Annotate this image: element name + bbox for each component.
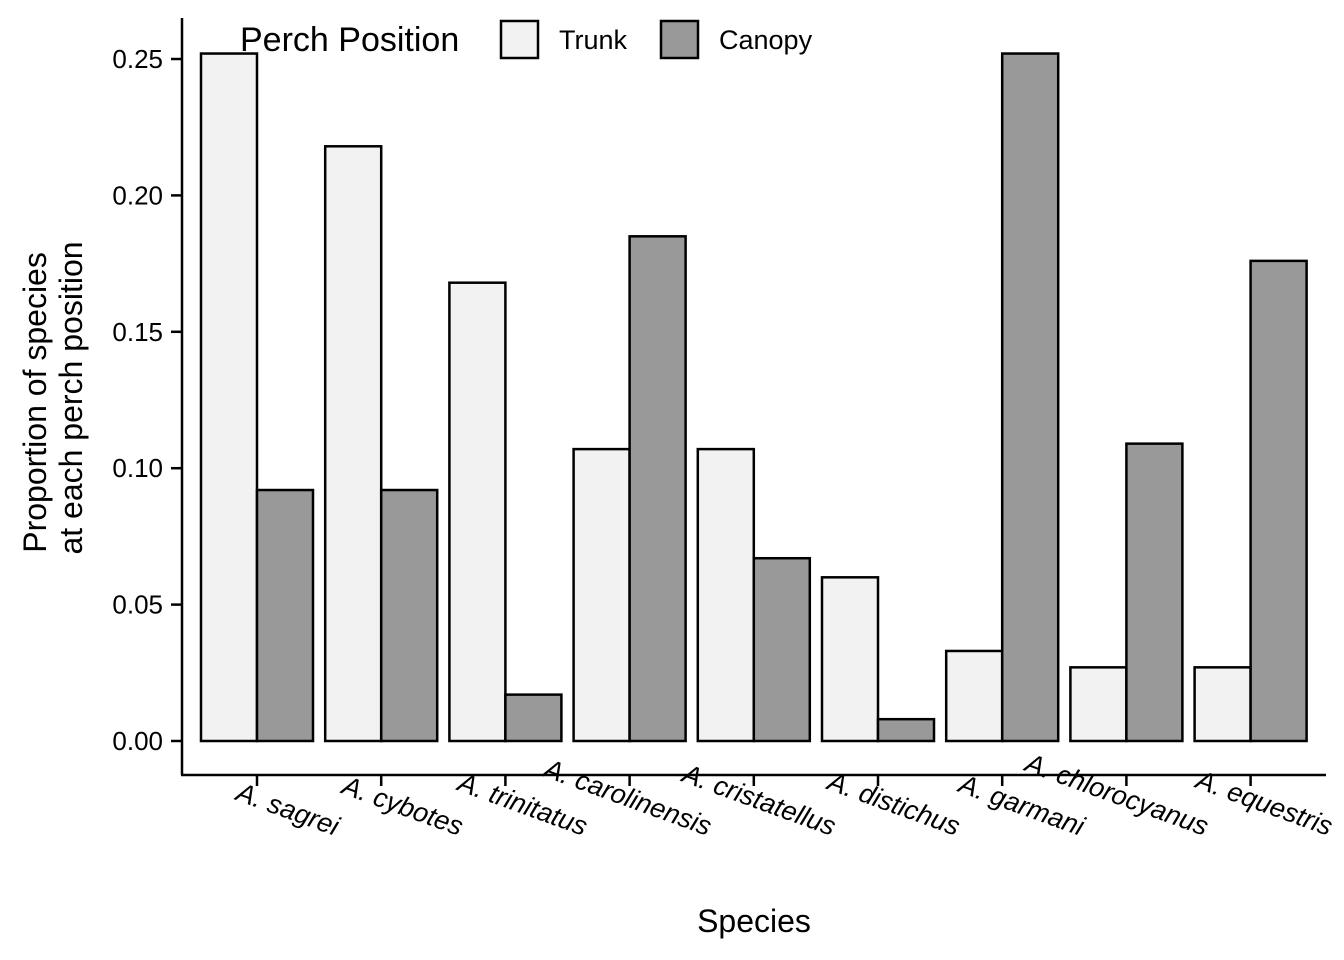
y-tick-label: 0.20	[112, 180, 163, 210]
bar-canopy-a-chlorocyanus	[1125, 442, 1184, 743]
y-tick-label: 0.15	[112, 317, 163, 347]
y-tick-label: 0.10	[112, 453, 163, 483]
bar-trunk-a-chlorocyanus	[1069, 666, 1128, 743]
bar-trunk-a-equestris	[1193, 666, 1252, 743]
bar-trunk-a-trinitatus	[448, 281, 507, 743]
y-axis-title-line-1: Proportion of species	[17, 252, 53, 553]
bars-group	[199, 52, 1308, 743]
y-tick-label: 0.25	[112, 44, 163, 74]
bar-canopy-a-distichus	[876, 717, 936, 743]
bar-canopy-a-sagrei	[255, 488, 315, 743]
legend-title: Perch Position	[240, 21, 459, 59]
legend-label-trunk: Trunk	[559, 25, 628, 55]
x-tick-label: A. cybotes	[337, 770, 468, 842]
y-ticks-group: 0.00 0.05 0.10 0.15 0.20 0.25	[112, 44, 182, 756]
x-tick-label: A. sagrei	[231, 776, 344, 842]
bar-canopy-a-trinitatus	[504, 693, 563, 743]
bar-trunk-a-sagrei	[199, 52, 259, 743]
legend-label-canopy: Canopy	[719, 25, 813, 55]
legend: Perch Position Trunk Canopy	[240, 19, 813, 60]
legend-swatch-trunk	[499, 19, 540, 60]
bar-trunk-a-carolinensis	[572, 447, 631, 743]
bar-trunk-a-cybotes	[323, 145, 383, 743]
bar-trunk-a-cristatellus	[696, 447, 756, 743]
y-tick-label: 0.00	[112, 726, 163, 756]
bar-canopy-a-carolinensis	[628, 235, 687, 743]
bar-trunk-a-distichus	[820, 576, 880, 743]
bar-canopy-a-garmani	[1000, 52, 1060, 743]
y-axis-title-line-2: at each perch position	[53, 241, 89, 554]
x-axis-title: Species	[697, 903, 811, 939]
x-tick-label: A. distichus	[822, 765, 964, 841]
y-tick-label: 0.05	[112, 590, 163, 620]
bar-canopy-a-cybotes	[379, 488, 439, 743]
y-axis-title: Proportion of species at each perch posi…	[17, 241, 89, 554]
bar-trunk-a-garmani	[944, 649, 1004, 743]
legend-swatch-canopy	[659, 19, 700, 60]
bar-canopy-a-equestris	[1249, 259, 1308, 743]
bar-canopy-a-cristatellus	[752, 556, 812, 743]
